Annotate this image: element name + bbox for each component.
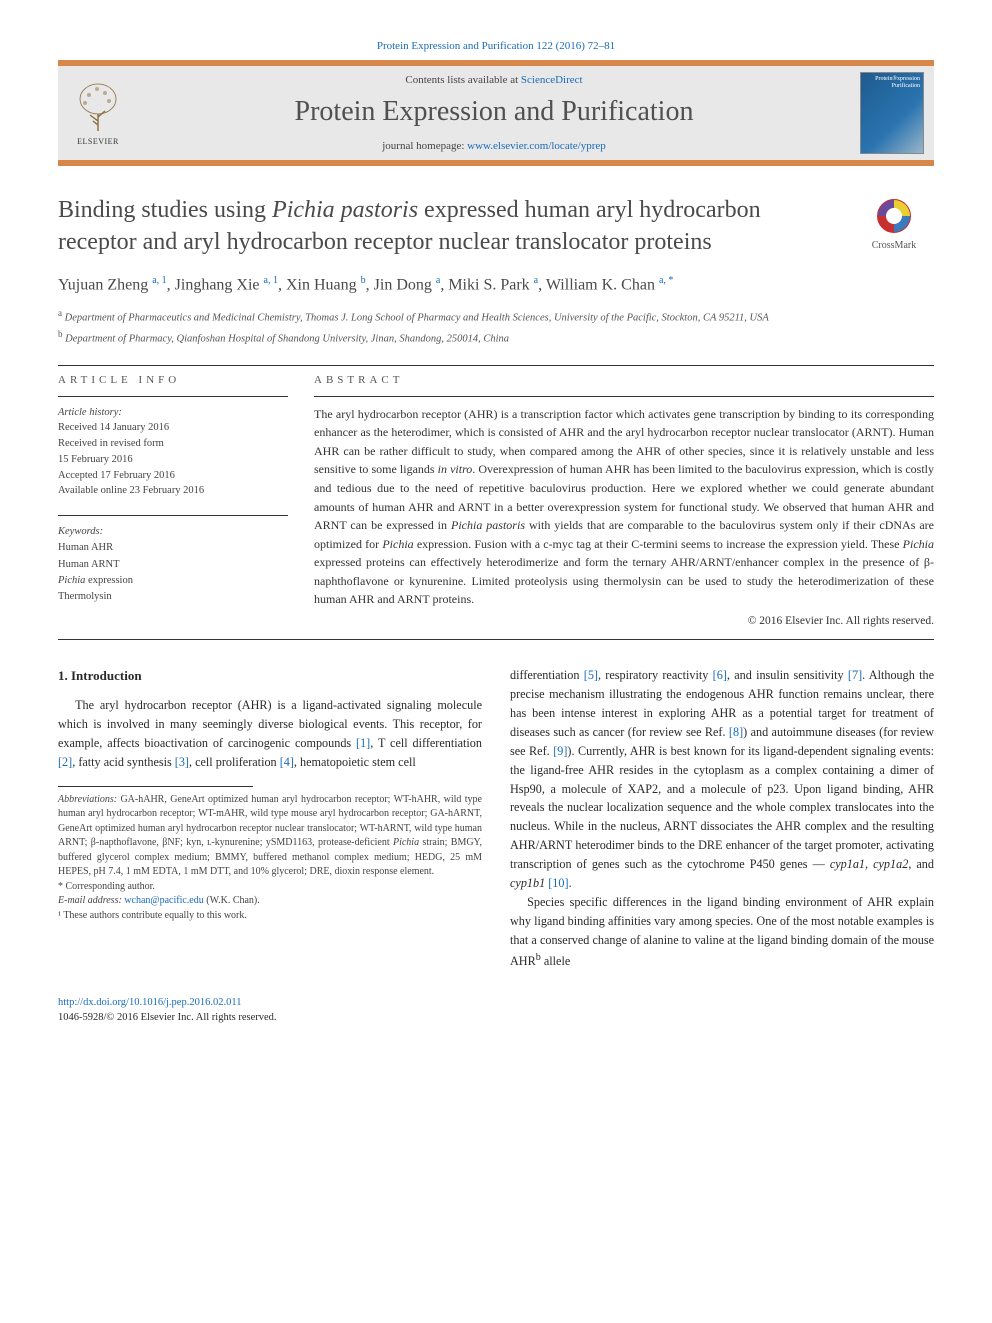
tree-icon <box>75 81 121 135</box>
full-rule <box>58 639 934 640</box>
page: Protein Expression and Purification 122 … <box>0 0 992 1055</box>
copyright: © 2016 Elsevier Inc. All rights reserved… <box>314 615 934 627</box>
title-italic: Pichia pastoris <box>272 197 418 223</box>
crossmark-icon <box>876 198 912 234</box>
keyword: Human AHR <box>58 540 288 556</box>
intro-p3: Species specific differences in the liga… <box>510 893 934 971</box>
info-abstract-row: ARTICLE INFO Article history: Received 1… <box>58 374 934 628</box>
email-link[interactable]: wchan@pacific.edu <box>124 895 203 906</box>
intro-heading: 1. Introduction <box>58 666 482 686</box>
article-info-col: ARTICLE INFO Article history: Received 1… <box>58 374 288 628</box>
banner-wrap: ELSEVIER Contents lists available at Sci… <box>58 60 934 166</box>
article-title: Binding studies using Pichia pastoris ex… <box>58 194 842 259</box>
abstract-text: The aryl hydrocarbon receptor (AHR) is a… <box>314 405 934 610</box>
sciencedirect-link[interactable]: ScienceDirect <box>521 74 583 86</box>
body-columns: 1. Introduction The aryl hydrocarbon rec… <box>58 666 934 971</box>
email-label: E-mail address: <box>58 895 122 906</box>
history-line: 15 February 2016 <box>58 452 288 468</box>
history-line: Accepted 17 February 2016 <box>58 468 288 484</box>
keyword: Human ARNT <box>58 557 288 573</box>
title-row: Binding studies using Pichia pastoris ex… <box>58 194 934 273</box>
article-info-label: ARTICLE INFO <box>58 374 288 386</box>
intro-p1: The aryl hydrocarbon receptor (AHR) is a… <box>58 696 482 772</box>
bottom-block: http://dx.doi.org/10.1016/j.pep.2016.02.… <box>58 995 934 1025</box>
crossmark-label: CrossMark <box>854 240 934 251</box>
info-rule <box>58 396 288 397</box>
info-rule-2 <box>58 515 288 516</box>
affiliation: a Department of Pharmaceutics and Medici… <box>58 307 934 326</box>
elsevier-label: ELSEVIER <box>77 137 119 146</box>
keywords-block: Keywords: Human AHRHuman ARNTPichia expr… <box>58 524 288 605</box>
keyword: Thermolysin <box>58 589 288 605</box>
banner-center: Contents lists available at ScienceDirec… <box>128 74 860 152</box>
email-line: E-mail address: wchan@pacific.edu (W.K. … <box>58 894 482 909</box>
history-block: Article history: Received 14 January 201… <box>58 405 288 500</box>
keyword: Pichia expression <box>58 573 288 589</box>
abstract-col: ABSTRACT The aryl hydrocarbon receptor (… <box>314 374 934 628</box>
abstract-rule <box>314 396 934 397</box>
equal-contrib-note: ¹ These authors contribute equally to th… <box>58 909 482 924</box>
homepage-link[interactable]: www.elsevier.com/locate/yprep <box>467 140 606 152</box>
crossmark-badge[interactable]: CrossMark <box>854 198 934 251</box>
history-line: Received 14 January 2016 <box>58 420 288 436</box>
issn-line: 1046-5928/© 2016 Elsevier Inc. All right… <box>58 1012 277 1023</box>
contents-prefix: Contents lists available at <box>405 74 520 86</box>
email-name: (W.K. Chan). <box>204 895 260 906</box>
journal-banner: ELSEVIER Contents lists available at Sci… <box>58 66 934 160</box>
abstract-label: ABSTRACT <box>314 374 934 386</box>
corresponding-author: * Corresponding author. <box>58 880 482 895</box>
abbrev-label: Abbreviations: <box>58 794 117 805</box>
intro-p2: differentiation [5], respiratory reactiv… <box>510 666 934 893</box>
history-head: Article history: <box>58 405 288 421</box>
history-line: Received in revised form <box>58 436 288 452</box>
elsevier-logo[interactable]: ELSEVIER <box>68 78 128 148</box>
history-line: Available online 23 February 2016 <box>58 483 288 499</box>
homepage-prefix: journal homepage: <box>382 140 467 152</box>
rule-upper <box>58 365 934 366</box>
contents-line: Contents lists available at ScienceDirec… <box>128 74 860 86</box>
abbrev-text: GA-hAHR, GeneArt optimized human aryl hy… <box>58 794 482 878</box>
top-citation: Protein Expression and Purification 122 … <box>58 40 934 52</box>
footnotes-rule <box>58 786 253 787</box>
footnotes: Abbreviations: GA-hAHR, GeneArt optimize… <box>58 793 482 924</box>
doi-link[interactable]: http://dx.doi.org/10.1016/j.pep.2016.02.… <box>58 997 241 1008</box>
citation-link[interactable]: Protein Expression and Purification 122 … <box>377 40 615 52</box>
abbrev-line: Abbreviations: GA-hAHR, GeneArt optimize… <box>58 793 482 880</box>
affiliations: a Department of Pharmaceutics and Medici… <box>58 307 934 346</box>
journal-name: Protein Expression and Purification <box>128 96 860 128</box>
homepage-line: journal homepage: www.elsevier.com/locat… <box>128 140 860 152</box>
title-pre: Binding studies using <box>58 197 272 223</box>
authors: Yujuan Zheng a, 1, Jinghang Xie a, 1, Xi… <box>58 273 934 297</box>
affiliation: b Department of Pharmacy, Qianfoshan Hos… <box>58 328 934 347</box>
keywords-head: Keywords: <box>58 524 288 540</box>
journal-cover-thumb[interactable] <box>860 72 924 154</box>
